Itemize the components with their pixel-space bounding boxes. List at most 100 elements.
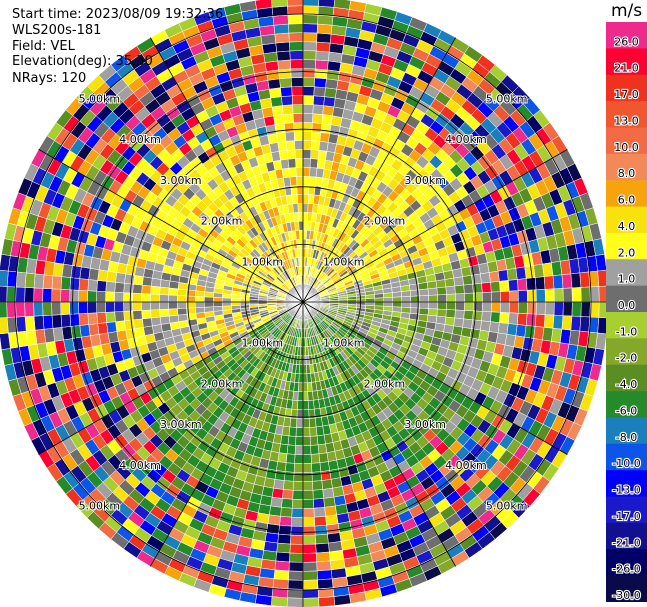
range-ring-labels: 1.00km 1.00km 1.00km 1.00km 2.00km 2.00km 2.00…	[78, 91, 529, 513]
velocity-cell	[60, 301, 71, 315]
velocity-cell	[248, 301, 259, 306]
velocity-cell	[291, 95, 304, 105]
colorbar-tick-label: -21.0	[612, 536, 640, 549]
velocity-cell	[293, 212, 300, 222]
velocity-cell	[271, 105, 284, 117]
velocity-cell	[497, 269, 509, 282]
velocity-cell	[287, 435, 297, 446]
colorbar-bin	[606, 391, 647, 418]
velocity-cell	[553, 288, 564, 303]
velocity-cell	[453, 276, 465, 287]
velocity-cell	[69, 289, 80, 303]
range-ring-label: 4.00km	[119, 459, 161, 472]
range-ring-label: 1.00km	[241, 255, 283, 268]
velocity-cell	[290, 516, 304, 527]
velocity-cell	[289, 41, 304, 52]
velocity-cell	[254, 594, 273, 606]
velocity-cell	[392, 301, 403, 308]
velocity-cell	[315, 425, 325, 437]
velocity-cell	[289, 543, 304, 554]
colorbar-bin	[606, 417, 647, 445]
velocity-cell	[508, 279, 519, 292]
velocity-cell	[150, 293, 160, 303]
colorbar-bin	[606, 496, 647, 524]
velocity-cell	[595, 332, 607, 351]
velocity-cell	[302, 525, 316, 536]
velocity-cell	[302, 77, 316, 88]
velocity-cell	[293, 122, 304, 132]
velocity-cell	[315, 50, 330, 62]
velocity-cell	[42, 288, 53, 303]
velocity-cell	[316, 560, 332, 572]
velocity-cell	[283, 113, 294, 124]
velocity-cell	[213, 305, 223, 312]
azimuth-spokes	[0, 0, 609, 607]
velocity-cell	[87, 279, 98, 292]
velocity-cell	[78, 313, 89, 326]
velocity-cell	[293, 131, 304, 141]
velocity-cell	[314, 516, 327, 527]
velocity-cell	[277, 533, 292, 545]
range-ring-label: 4.00km	[119, 133, 161, 146]
velocity-cell	[88, 268, 100, 281]
velocity-cell	[534, 276, 546, 291]
velocity-cell	[33, 315, 45, 331]
velocity-cell	[392, 291, 402, 298]
range-ring-label: 3.00km	[160, 418, 202, 431]
velocity-cell	[78, 278, 89, 291]
velocity-cell	[302, 472, 313, 482]
velocity-cell	[302, 579, 319, 590]
velocity-cell	[290, 534, 304, 545]
velocity-cell	[114, 301, 124, 313]
velocity-cell	[141, 293, 151, 303]
velocity-cell	[132, 301, 142, 312]
velocity-cell	[473, 301, 483, 312]
velocity-cell	[302, 104, 314, 114]
velocity-cell	[313, 498, 325, 509]
velocity-cell	[283, 122, 295, 133]
colorbar-bin	[606, 74, 647, 102]
velocity-cell	[535, 289, 546, 303]
range-ring-label: 5.00km	[79, 92, 121, 105]
velocity-cell	[347, 298, 358, 303]
velocity-cell	[96, 301, 106, 314]
velocity-cell	[472, 282, 483, 294]
velocity-cell	[133, 275, 144, 286]
colorbar-unit: m/s	[611, 1, 643, 21]
velocity-cell	[267, 78, 281, 90]
velocity-cell	[132, 283, 143, 294]
velocity-cell	[114, 291, 124, 303]
velocity-cell	[491, 301, 501, 313]
velocity-cell	[290, 59, 304, 70]
velocity-cell	[302, 507, 315, 518]
velocity-cell	[230, 301, 241, 307]
velocity-cell	[281, 95, 293, 106]
velocity-cell	[42, 301, 53, 316]
velocity-cell	[446, 301, 456, 311]
velocity-cell	[310, 140, 321, 151]
velocity-cell	[114, 311, 125, 322]
velocity-cell	[289, 552, 304, 563]
velocity-cell	[307, 391, 314, 401]
velocity-cell	[302, 561, 318, 572]
velocity-cell	[33, 273, 45, 289]
velocity-cell	[288, 167, 297, 178]
velocity-cell	[51, 288, 62, 303]
velocity-cell	[106, 321, 118, 334]
velocity-cell	[508, 301, 519, 314]
range-ring-label: 1.00km	[323, 255, 365, 268]
velocity-cell	[280, 507, 293, 518]
velocity-cell	[302, 570, 318, 581]
azimuth-spoke	[38, 301, 304, 455]
colorbar-bin	[606, 48, 647, 76]
velocity-cell	[302, 481, 314, 491]
velocity-cell	[123, 301, 133, 312]
velocity-cell	[302, 597, 320, 607]
velocity-cell	[295, 427, 304, 437]
velocity-cell	[473, 292, 483, 303]
velocity-cell	[302, 346, 307, 357]
velocity-cell	[150, 309, 161, 319]
velocity-cell	[150, 285, 161, 295]
velocity-cell	[271, 0, 288, 8]
velocity-cell	[454, 284, 465, 295]
